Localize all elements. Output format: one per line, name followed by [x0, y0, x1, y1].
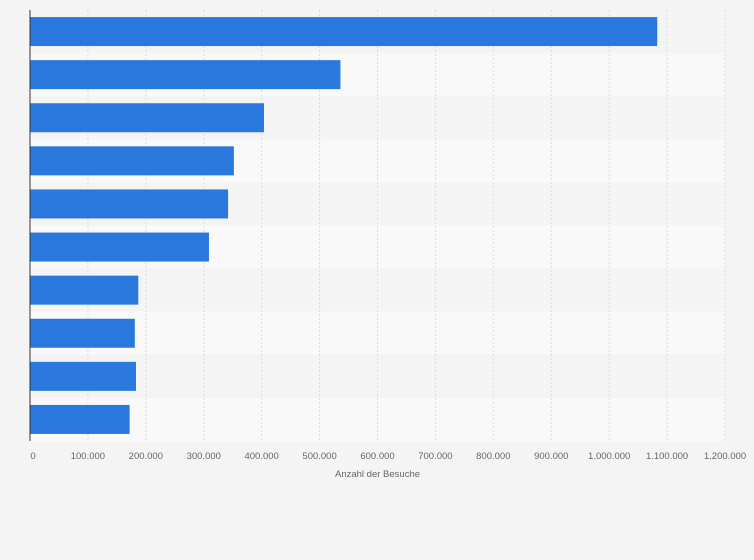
bar[interactable]	[30, 60, 341, 90]
x-axis-title: Anzahl der Besuche	[335, 469, 420, 480]
bar[interactable]	[30, 17, 658, 47]
x-tick-label: 0	[30, 451, 35, 462]
x-tick-label: 1.100.000	[646, 451, 688, 462]
x-tick-label: 500.000	[302, 451, 336, 462]
bar[interactable]	[30, 404, 130, 434]
x-tick-label: 200.000	[129, 451, 163, 462]
x-tick-label: 1.000.000	[588, 451, 630, 462]
bar[interactable]	[30, 232, 209, 262]
x-tick-label: 400.000	[244, 451, 278, 462]
x-tick-label: 300.000	[187, 451, 221, 462]
bar[interactable]	[30, 275, 139, 305]
x-tick-label: 700.000	[418, 451, 452, 462]
bar[interactable]	[30, 189, 229, 219]
x-tick-label: 1.200.000	[704, 451, 746, 462]
x-tick-labels: 0 100.000 200.000 300.000 400.000 500.000 600.…	[30, 451, 746, 462]
bar[interactable]	[30, 361, 136, 391]
bar[interactable]	[30, 146, 234, 176]
bars	[30, 17, 658, 434]
x-tick-label: 100.000	[71, 451, 105, 462]
x-tick-label: 900.000	[534, 451, 568, 462]
x-tick-label: 600.000	[360, 451, 394, 462]
x-tick-label: 800.000	[476, 451, 510, 462]
bar[interactable]	[30, 318, 135, 348]
bar[interactable]	[30, 103, 264, 133]
